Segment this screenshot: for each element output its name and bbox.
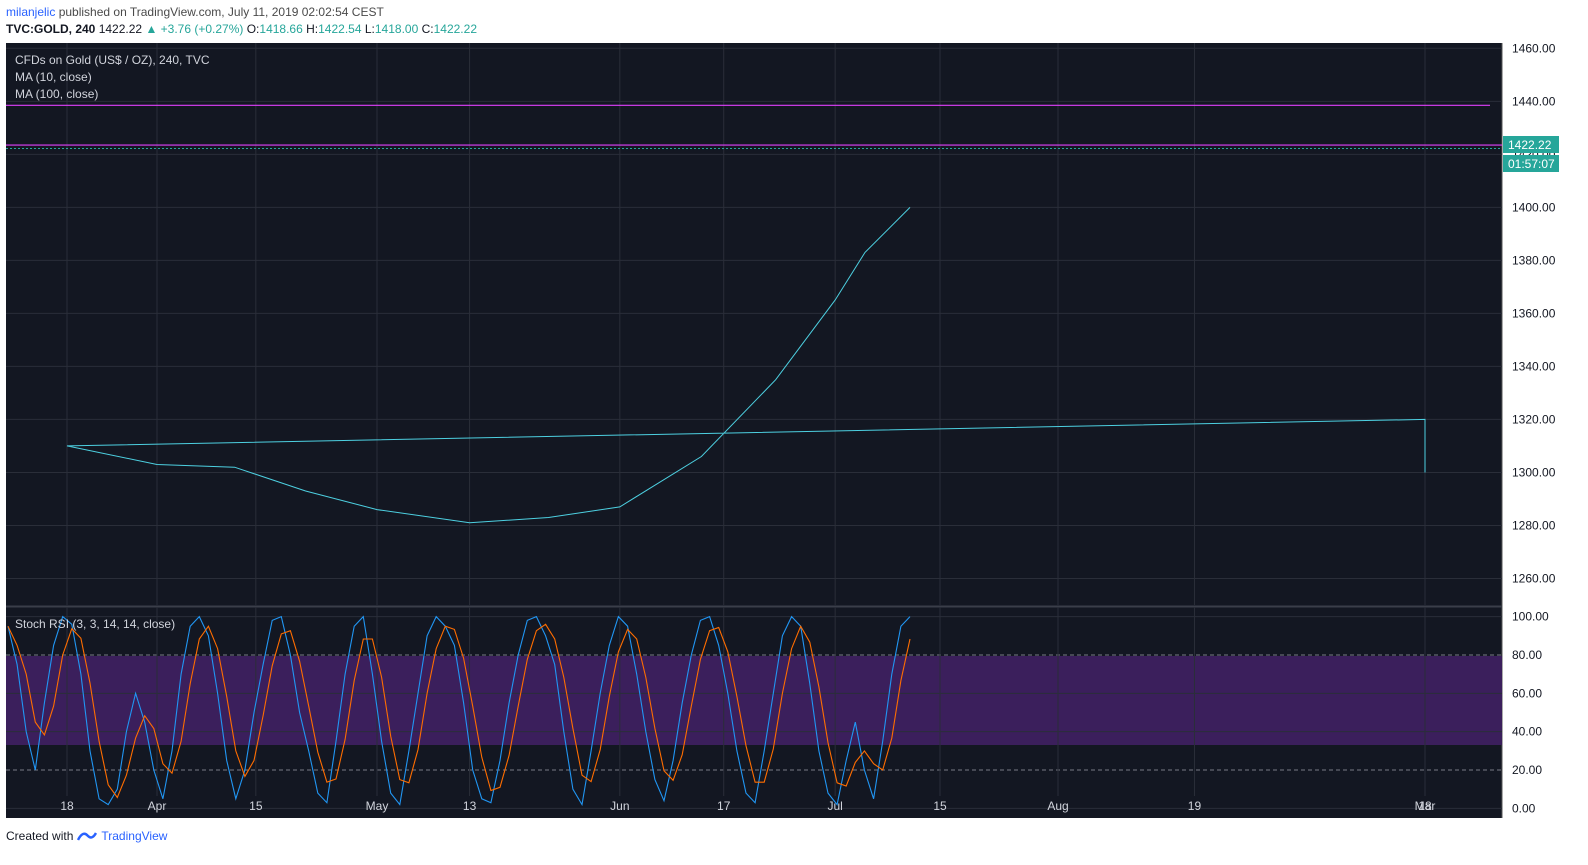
price-tick-label: 1360.00	[1512, 306, 1556, 320]
time-tick-label: 15	[249, 799, 263, 813]
time-tick-label: 15	[933, 799, 947, 813]
tradingview-brand-link[interactable]: TradingView	[101, 829, 168, 843]
stoch-tick-label: 0.00	[1512, 801, 1536, 815]
price-axis[interactable]	[1502, 43, 1562, 818]
ma100-line	[66, 207, 1426, 524]
open-label: O:	[246, 22, 260, 36]
footer: Created with TradingView	[6, 829, 167, 843]
close-label: C:	[421, 22, 434, 36]
legend-ma100[interactable]: MA (100, close)	[15, 87, 98, 101]
open-value: 1418.66	[259, 22, 303, 36]
countdown-tag: 01:57:07	[1503, 155, 1559, 172]
tradingview-logo-icon	[77, 832, 98, 841]
price-change: ▲ +3.76 (+0.27%)	[145, 22, 244, 36]
publish-info: milanjelic published on TradingView.com,…	[6, 5, 384, 19]
legend-stoch[interactable]: Stoch RSI (3, 3, 14, 14, close)	[15, 617, 175, 631]
time-tick-label: Apr	[148, 799, 167, 813]
stoch-tick-label: 60.00	[1512, 686, 1542, 700]
price-tick-label: 1400.00	[1512, 200, 1556, 214]
price-tick-label: 1320.00	[1512, 412, 1556, 426]
symbol: TVC:GOLD, 240	[6, 22, 96, 36]
legend-title: CFDs on Gold (US$ / OZ), 240, TVC	[15, 53, 210, 67]
high-label: H:	[306, 22, 319, 36]
high-value: 1422.54	[318, 22, 362, 36]
price-tick-label: 1440.00	[1512, 94, 1556, 108]
time-tick-label: Mar	[1415, 799, 1436, 813]
symbol-info: TVC:GOLD, 240 1422.22 ▲ +3.76 (+0.27%) O…	[6, 22, 477, 36]
time-tick-label: 17	[717, 799, 731, 813]
stoch-tick-label: 20.00	[1512, 763, 1542, 777]
price-tick-label: 1260.00	[1512, 571, 1556, 585]
stoch-tick-label: 80.00	[1512, 648, 1542, 662]
created-with-text: Created with	[6, 829, 74, 843]
low-value: 1418.00	[374, 22, 419, 36]
time-tick-label: May	[366, 799, 389, 813]
price-tag: 1422.22	[1503, 136, 1559, 153]
moving-averages	[66, 207, 1426, 524]
close-value: 1422.22	[433, 22, 477, 36]
horizontal-levels[interactable]	[6, 104, 1502, 149]
stoch-tick-label: 100.00	[1512, 610, 1549, 624]
stoch-rsi-lines	[7, 615, 911, 807]
published-text: published on TradingView.com, July 11, 2…	[58, 5, 384, 19]
time-tick-label: Jun	[610, 799, 629, 813]
time-tick-label: Jul	[827, 799, 842, 813]
time-tick-label: 19	[1188, 799, 1202, 813]
legend-ma10[interactable]: MA (10, close)	[15, 70, 92, 84]
grid	[6, 43, 1502, 809]
low-label: L:	[364, 22, 375, 36]
countdown-tag-text: 01:57:07	[1508, 157, 1555, 171]
time-tick-label: 18	[1418, 799, 1432, 813]
price-tick-label: 1280.00	[1512, 518, 1556, 532]
price-tick-label: 1460.00	[1512, 41, 1556, 55]
time-tick-label: Aug	[1047, 799, 1068, 813]
price-tick-label: 1380.00	[1512, 253, 1556, 267]
price-tick-label: 1300.00	[1512, 465, 1556, 479]
time-tick-label: 18	[60, 799, 74, 813]
last-price: 1422.22	[98, 22, 143, 36]
price-tick-label: 1340.00	[1512, 359, 1556, 373]
author-link[interactable]: milanjelic	[6, 5, 56, 19]
time-tick-label: 13	[463, 799, 477, 813]
stoch-d-line	[7, 623, 911, 799]
stoch-k-line	[7, 615, 911, 807]
price-tag-text: 1422.22	[1508, 138, 1552, 152]
stoch-tick-label: 40.00	[1512, 725, 1542, 739]
